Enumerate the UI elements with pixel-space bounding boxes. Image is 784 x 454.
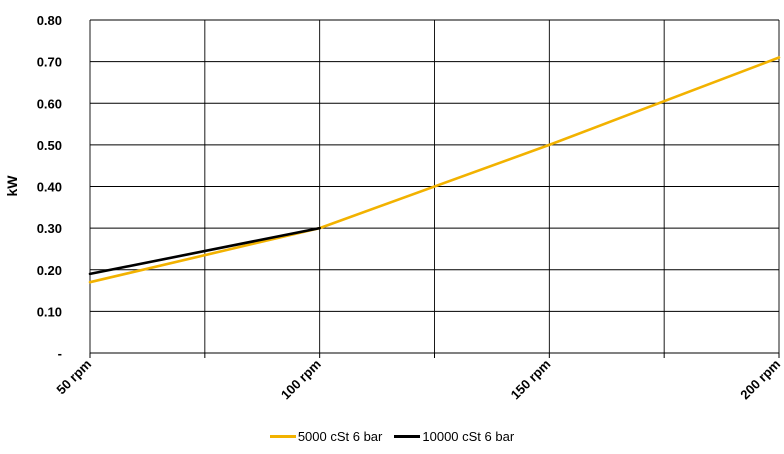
y-tick-label: 0.50 [37, 138, 62, 153]
x-tick-label: 150 rpm [508, 357, 554, 403]
legend-swatch [394, 434, 421, 438]
y-axis-title: kW [4, 175, 20, 197]
y-tick-label: 0.70 [37, 55, 62, 70]
y-tick-label: 0.20 [37, 263, 62, 278]
y-tick-label: 0.40 [37, 180, 62, 195]
legend: 5000 cSt 6 bar 10000 cSt 6 bar [0, 425, 784, 447]
legend-swatch [269, 434, 296, 438]
series-line-2 [88, 226, 322, 276]
y-axis-ticks: - 0.10 0.20 0.30 0.40 0.50 0.60 0.70 0.80 [37, 13, 62, 361]
y-tick-label: - [58, 346, 62, 361]
series-layer [88, 56, 781, 284]
series-line-1 [88, 56, 781, 284]
legend-item: 10000 cSt 6 bar [394, 429, 514, 444]
x-axis-ticks: 50 rpm 100 rpm 150 rpm 200 rpm [53, 357, 783, 403]
legend-label: 10000 cSt 6 bar [422, 428, 515, 444]
y-tick-label: 0.60 [37, 96, 62, 111]
grid [89, 19, 780, 358]
y-tick-label: 0.30 [37, 221, 62, 236]
x-tick-label: 200 rpm [737, 357, 783, 403]
legend-label: 5000 cSt 6 bar [297, 428, 383, 444]
y-tick-label: 0.80 [37, 13, 62, 28]
x-tick-label: 100 rpm [278, 357, 324, 403]
legend-item: 5000 cSt 6 bar [269, 428, 383, 444]
x-tick-label: 50 rpm [53, 357, 94, 398]
y-tick-label: 0.10 [37, 304, 62, 319]
